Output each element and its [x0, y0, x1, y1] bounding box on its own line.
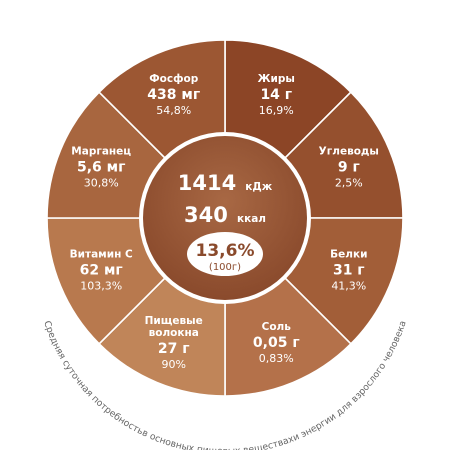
segment-value-2: 31 г [333, 262, 365, 278]
center-disc [143, 136, 307, 300]
segment-label-3: Соль 0,05 г0,83% [253, 321, 300, 365]
segment-name-2: Белки [330, 248, 367, 260]
segment-label-2: Белки 31 г41,3% [330, 248, 367, 292]
daily-percent-basis: (100г) [209, 262, 241, 273]
segment-value-5: 62 мг [80, 262, 123, 278]
segment-value-0: 14 г [260, 87, 292, 103]
energy-kj-label: 1414 кДж [178, 171, 273, 195]
energy-kcal-value: 340 [184, 203, 228, 227]
segment-value-6: 5,6 мг [77, 160, 125, 176]
segment-percent-0: 16,9% [259, 104, 294, 117]
segment-name-5: Витамин C [70, 248, 133, 260]
segment-name-6: Марганец [71, 146, 131, 158]
segment-percent-2: 41,3% [331, 279, 366, 292]
segment-name-1: Углеводы [319, 146, 379, 158]
segment-name-7: Фосфор [149, 73, 198, 85]
segment-percent-6: 30,8% [84, 177, 119, 190]
segment-name-3: Соль [262, 321, 292, 333]
daily-percent-pill [187, 232, 263, 276]
segment-name-4-1: волокна [149, 327, 199, 339]
segment-percent-1: 2,5% [335, 177, 363, 190]
segment-value-3: 0,05 г [253, 335, 300, 351]
segment-percent-5: 103,3% [80, 279, 122, 292]
segment-value-7: 438 мг [147, 87, 200, 103]
energy-kj-value: 1414 [178, 171, 236, 195]
segment-label-1: Углеводы 9 г2,5% [319, 146, 379, 190]
segment-value-1: 9 г [338, 160, 360, 176]
energy-kcal-label: 340 ккал [184, 203, 266, 227]
segment-percent-3: 0,83% [259, 352, 294, 365]
daily-percent-value: 13,6% [196, 241, 255, 261]
energy-kcal-unit: ккал [237, 213, 266, 225]
segment-label-0: Жиры 14 г16,9% [258, 73, 295, 117]
energy-kj-unit: кДж [245, 181, 272, 193]
segment-value-4: 27 г [158, 341, 190, 357]
segment-percent-7: 54,8% [156, 104, 191, 117]
segment-name-4-0: Пищевые [145, 315, 203, 327]
segment-name-0: Жиры [258, 73, 295, 85]
segment-percent-4: 90% [161, 358, 185, 371]
